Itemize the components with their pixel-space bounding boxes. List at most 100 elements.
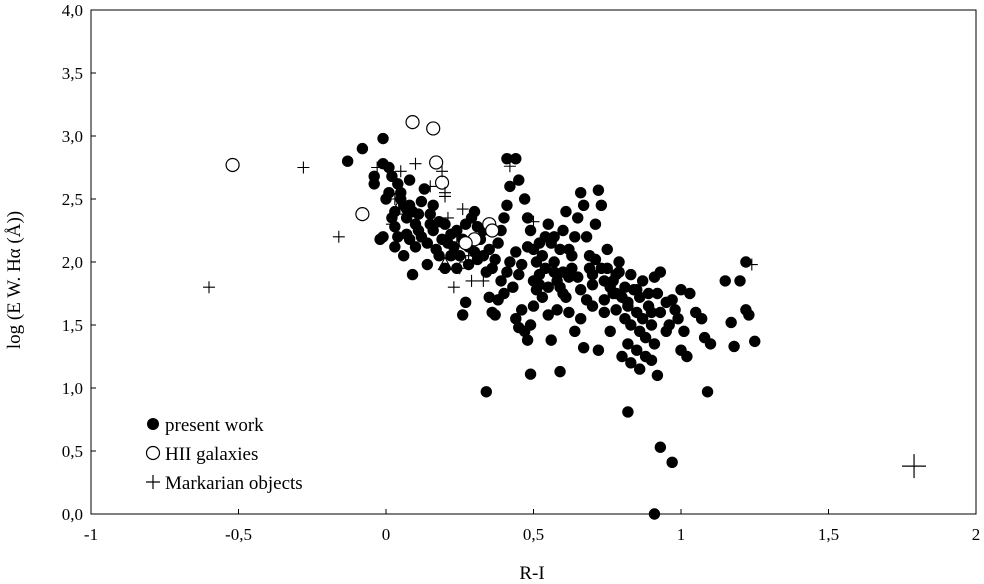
- x-tick-label: 0: [382, 525, 391, 544]
- present-work-point: [368, 170, 380, 183]
- present-work-point: [518, 193, 531, 205]
- present-work-point: [651, 369, 664, 382]
- present-work-point: [634, 291, 646, 303]
- present-work-point: [675, 284, 687, 296]
- present-work-point: [380, 193, 392, 205]
- markarian-point: [332, 230, 345, 243]
- present-work-point: [392, 231, 404, 243]
- present-work-point: [510, 246, 522, 258]
- present-work-point: [728, 340, 740, 353]
- present-work-point: [521, 212, 534, 224]
- present-work-point: [536, 291, 549, 303]
- present-work-point: [569, 231, 581, 243]
- present-work-point: [563, 306, 575, 319]
- present-work-point: [740, 256, 752, 268]
- y-tick-label: 3,5: [62, 64, 83, 83]
- hii-galaxy-point: [426, 121, 441, 136]
- present-work-point: [533, 278, 546, 291]
- present-work-point: [439, 262, 451, 274]
- hii-galaxy-point: [405, 115, 420, 130]
- present-work-point: [586, 278, 599, 291]
- present-work-point: [645, 306, 658, 319]
- legend: present work HII galaxies Markarian obje…: [145, 415, 303, 494]
- triangle-point: [390, 200, 406, 215]
- present-work-point: [504, 256, 516, 268]
- present-work-point: [569, 325, 581, 337]
- present-work-point: [492, 237, 504, 249]
- present-work-point: [583, 262, 596, 274]
- y-axis-label: log (E W. Hα (Å)): [4, 211, 25, 349]
- markarian-point: [385, 218, 398, 231]
- present-work-point: [554, 243, 566, 256]
- present-work-point: [613, 256, 625, 268]
- present-work-point: [566, 262, 578, 274]
- present-work-point: [695, 313, 708, 325]
- present-work-point: [648, 338, 661, 350]
- present-work-point: [356, 142, 369, 155]
- present-work-point: [468, 205, 481, 218]
- present-work-point: [595, 199, 608, 211]
- x-tick-label: -1: [84, 525, 98, 544]
- present-work-point: [548, 231, 560, 243]
- present-work-point: [678, 325, 690, 337]
- present-work-point: [669, 304, 681, 316]
- present-work-point: [557, 224, 569, 237]
- present-work-point: [548, 256, 560, 268]
- legend-marker-filled-circle: [147, 418, 159, 430]
- present-work-point: [454, 250, 466, 262]
- present-work-point: [433, 250, 445, 262]
- present-work-point: [725, 316, 737, 329]
- present-work-point: [507, 281, 519, 293]
- present-work-point: [575, 313, 587, 325]
- markarian-point: [447, 281, 460, 294]
- hii-galaxy-point: [355, 207, 370, 222]
- x-tick-label: 2: [972, 525, 981, 544]
- present-work-point: [412, 208, 425, 220]
- present-work-point: [743, 309, 755, 321]
- present-work-point: [642, 287, 655, 300]
- markarian-point: [477, 274, 490, 287]
- present-work-point: [610, 287, 622, 300]
- present-work-point: [403, 174, 416, 186]
- present-work-point: [654, 306, 667, 319]
- present-work-point: [625, 319, 637, 331]
- y-tick-label: 0,0: [62, 505, 83, 524]
- present-work-point: [575, 187, 587, 199]
- present-work-point: [421, 237, 433, 249]
- present-work-point: [374, 233, 386, 246]
- markarian-point: [371, 161, 384, 174]
- present-work-point: [619, 281, 631, 293]
- present-work-point: [545, 334, 557, 346]
- present-work-point: [554, 281, 566, 293]
- x-axis-label: R-I: [519, 563, 544, 584]
- present-work-point: [625, 268, 637, 281]
- present-work-point: [625, 357, 637, 369]
- present-work-point: [719, 275, 731, 287]
- present-work-point: [483, 243, 495, 256]
- present-work-point: [645, 319, 658, 331]
- present-work-point: [701, 386, 714, 398]
- present-work-point: [636, 313, 649, 325]
- present-work-point: [598, 294, 610, 306]
- present-work-point: [598, 306, 610, 319]
- present-work-point: [521, 334, 534, 346]
- markarian-point: [409, 157, 422, 170]
- present-work-point: [386, 212, 398, 224]
- present-work-point: [480, 386, 492, 398]
- present-work-point: [586, 300, 599, 312]
- present-work-point: [563, 271, 575, 283]
- large-plus-marker: [902, 454, 927, 479]
- present-work-point: [610, 304, 622, 316]
- present-work-point: [424, 218, 436, 230]
- present-work-point: [448, 241, 460, 253]
- present-work-point: [492, 294, 504, 306]
- present-work-point: [510, 313, 522, 325]
- legend-label-markarian-objects: Markarian objects: [165, 473, 303, 494]
- present-work-point: [560, 291, 572, 303]
- markarian-point: [424, 180, 437, 193]
- present-work-point: [577, 199, 590, 211]
- present-work-point: [616, 350, 628, 363]
- present-work-point: [501, 199, 513, 211]
- legend-marker-open-circle: [145, 445, 161, 461]
